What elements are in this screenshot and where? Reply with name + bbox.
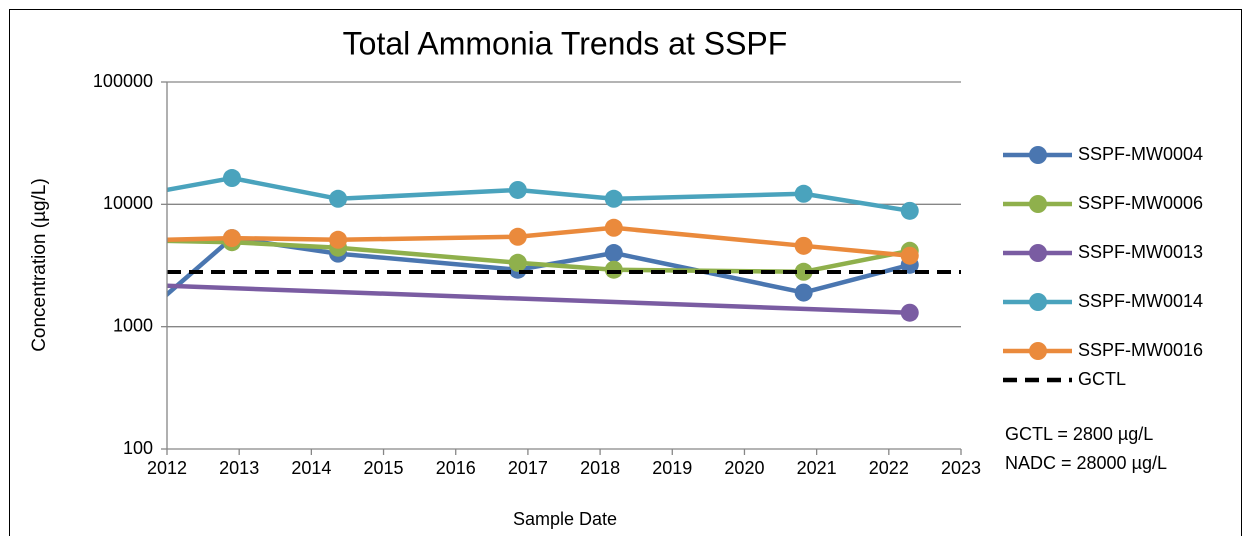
data-point: [329, 189, 348, 208]
y-tick-label: 100: [123, 438, 153, 458]
x-tick-label: 2018: [580, 458, 620, 478]
legend-label: SSPF-MW0006: [1078, 193, 1203, 213]
data-point: [508, 227, 527, 246]
grid: [167, 81, 961, 328]
y-tick-label: 100000: [93, 71, 153, 91]
x-tick-label: 2013: [219, 458, 259, 478]
data-point: [794, 184, 813, 203]
axes: 100 1000 10000 100000 2012 2013 2014 2015 2016 20…: [93, 71, 981, 478]
annotation: GCTL = 2800 µg/L: [1005, 424, 1153, 444]
x-axis-label: Sample Date: [513, 509, 617, 529]
x-tick-label: 2017: [508, 458, 548, 478]
legend-label: SSPF-MW0016: [1078, 340, 1203, 360]
x-tick-label: 2014: [291, 458, 331, 478]
legend-marker: [1029, 244, 1047, 262]
plot-area: [167, 169, 961, 322]
x-tick-label: 2021: [797, 458, 837, 478]
data-point: [900, 246, 919, 265]
data-point: [508, 180, 527, 199]
y-axis-label: Concentration (µg/L): [29, 178, 50, 352]
legend-label: GCTL: [1078, 369, 1126, 389]
annotation: NADC = 28000 µg/L: [1005, 453, 1167, 473]
legend: SSPF-MW0004 SSPF-MW0006 SSPF-MW0013 SSPF-MW…: [1003, 144, 1203, 389]
data-point: [794, 262, 813, 281]
data-point: [794, 236, 813, 255]
x-tick-label: 2015: [364, 458, 404, 478]
legend-label: SSPF-MW0013: [1078, 242, 1203, 262]
x-tick-label: 2020: [724, 458, 764, 478]
data-point: [604, 260, 623, 279]
x-tick-label: 2023: [941, 458, 981, 478]
x-tick-label: 2022: [869, 458, 909, 478]
data-point: [222, 229, 241, 248]
legend-label: SSPF-MW0014: [1078, 291, 1203, 311]
legend-marker: [1029, 195, 1047, 213]
legend-label: SSPF-MW0004: [1078, 144, 1203, 164]
legend-marker: [1029, 146, 1047, 164]
data-point: [900, 201, 919, 220]
data-point: [794, 283, 813, 302]
x-tick-label: 2019: [652, 458, 692, 478]
chart-title: Total Ammonia Trends at SSPF: [343, 25, 788, 61]
data-point: [508, 253, 527, 272]
data-point: [604, 218, 623, 237]
y-tick-label: 1000: [113, 315, 153, 335]
x-tick-label: 2016: [436, 458, 476, 478]
series-line: [167, 283, 910, 315]
x-tick-label: 2012: [147, 458, 187, 478]
data-point: [329, 230, 348, 249]
data-point: [604, 244, 623, 263]
data-point: [222, 169, 241, 188]
legend-marker: [1029, 293, 1047, 311]
y-tick-label: 10000: [103, 193, 153, 213]
data-point: [604, 189, 623, 208]
legend-marker: [1029, 342, 1047, 360]
data-point: [900, 303, 919, 322]
